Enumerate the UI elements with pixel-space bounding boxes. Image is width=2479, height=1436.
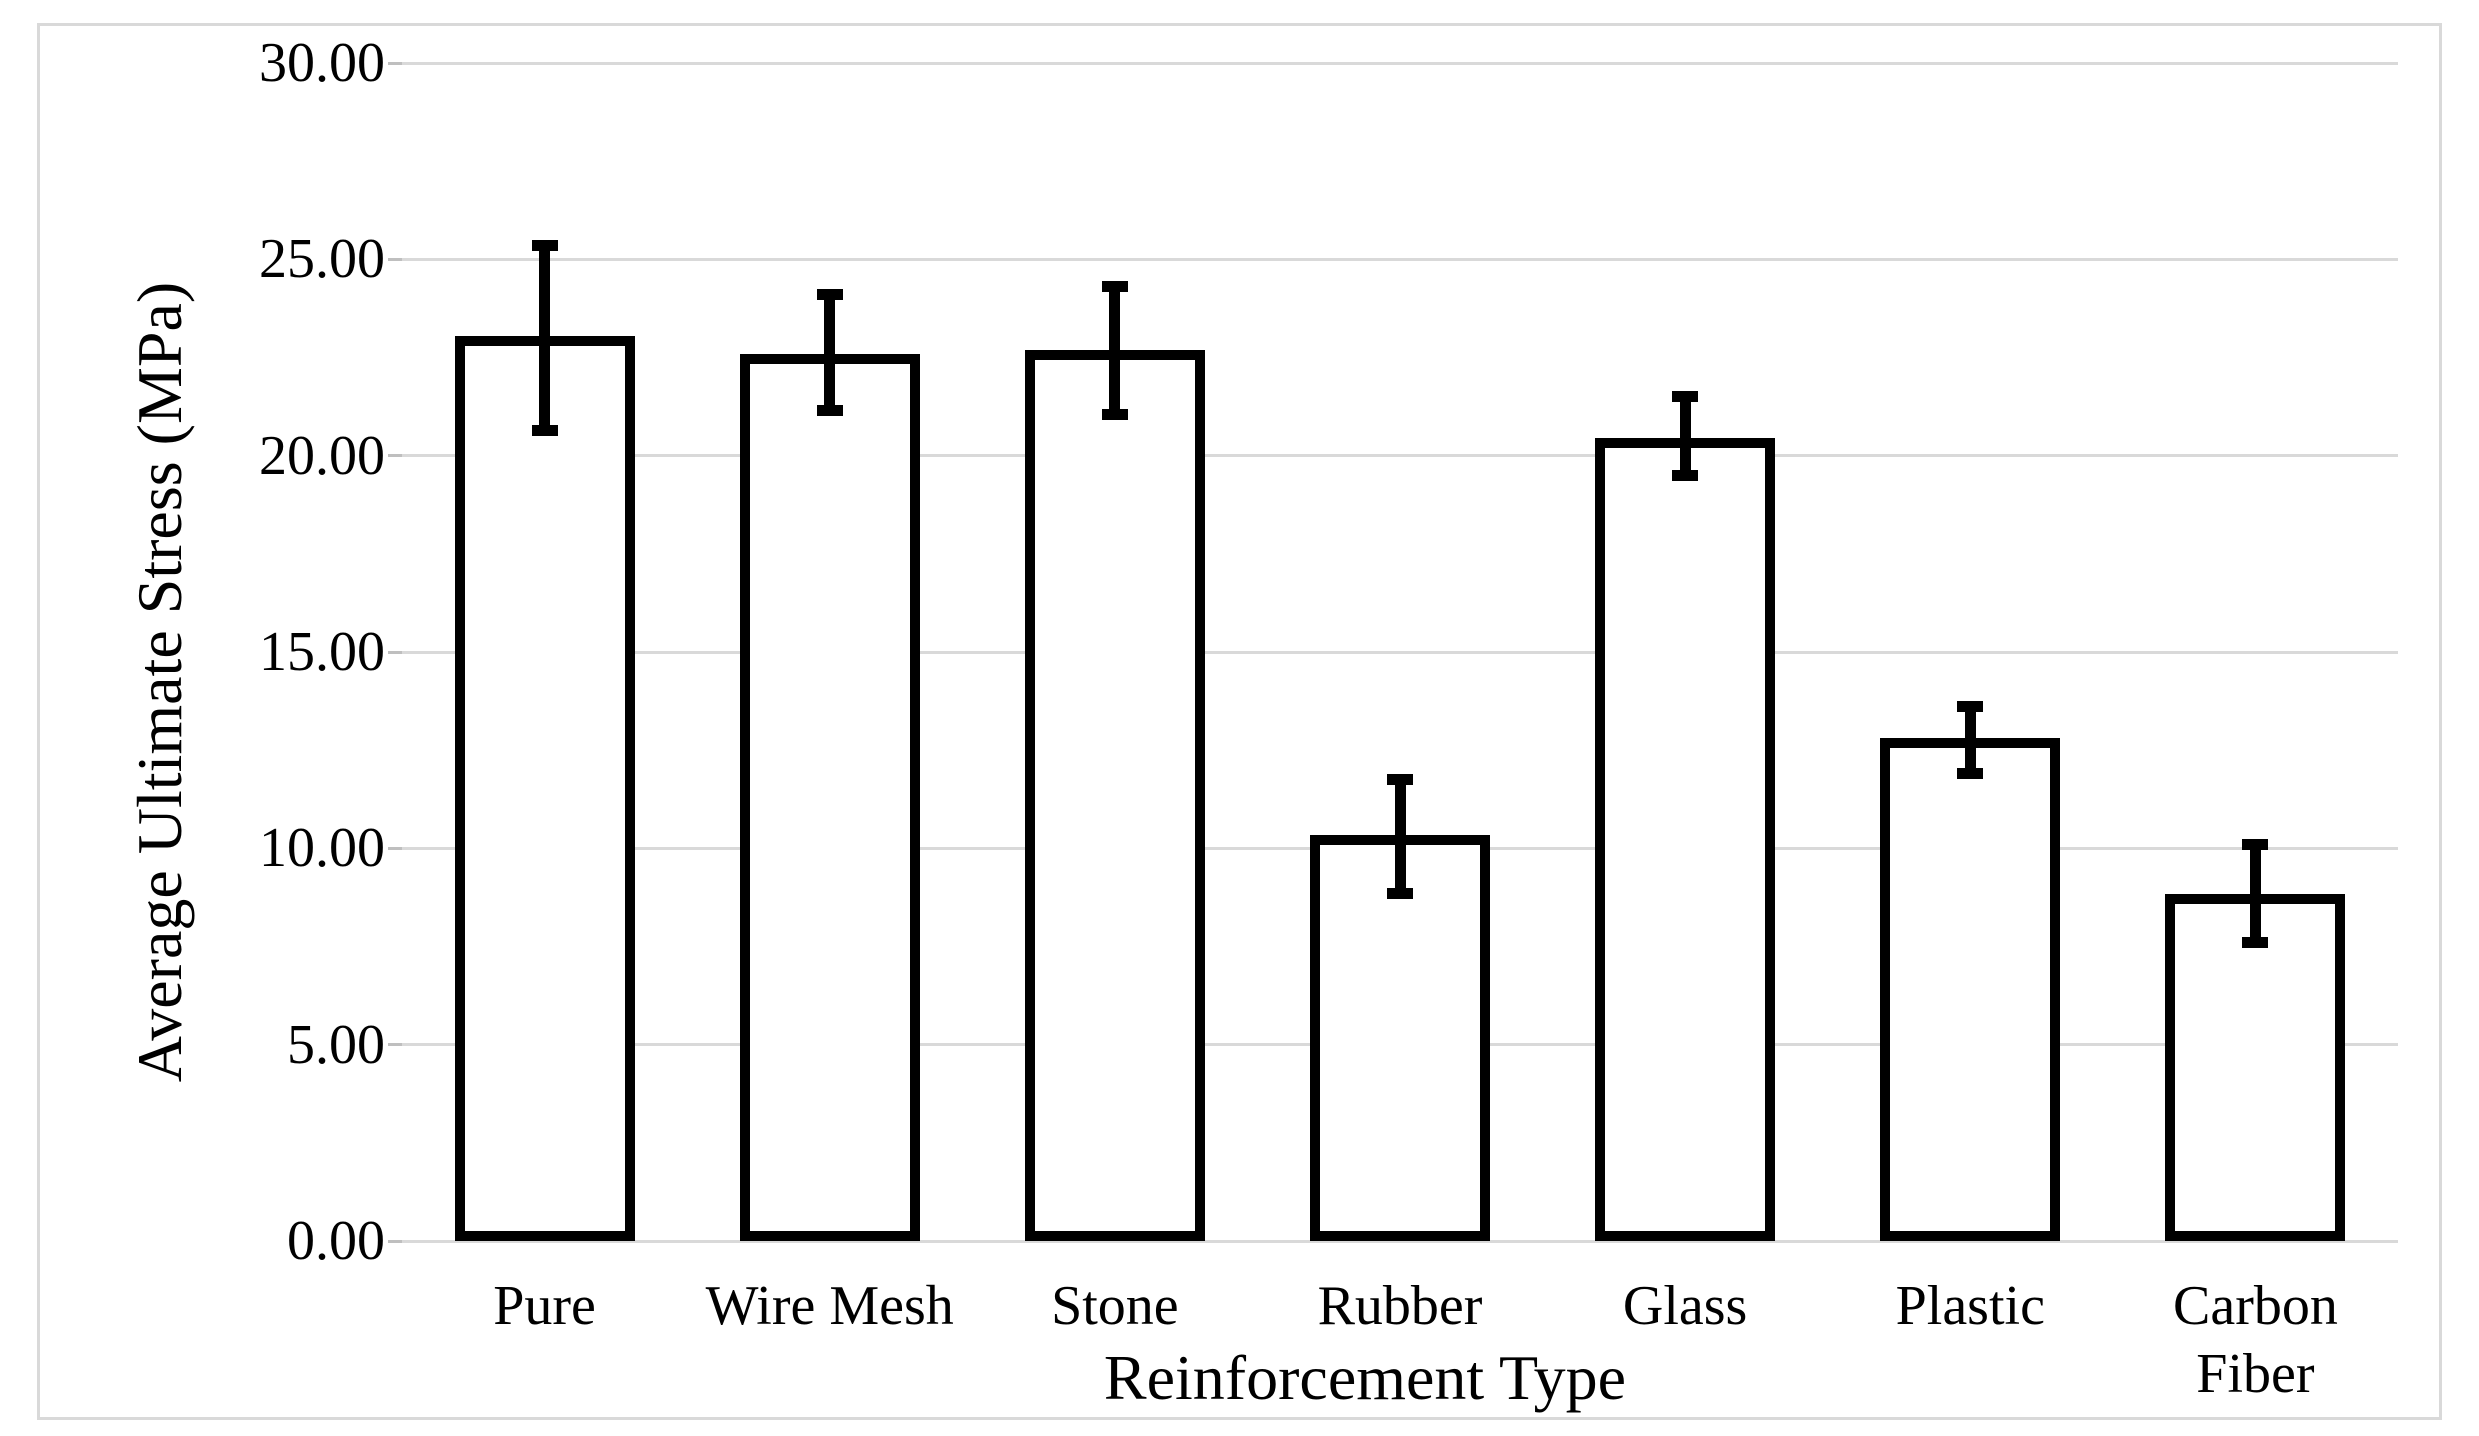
- error-bar-line: [2249, 844, 2261, 943]
- error-bar-cap-top: [531, 240, 558, 252]
- bar-rubber: [1310, 834, 1490, 1241]
- category-label-plastic: Plastic: [1895, 1275, 2045, 1337]
- error-bar-line: [1964, 706, 1976, 774]
- y-tick-label-0.00: 0.00: [287, 1210, 385, 1272]
- gridline-20.00: [402, 454, 2398, 458]
- error-bar-line: [1394, 779, 1406, 894]
- bar-plastic: [1880, 738, 2061, 1241]
- bar-glass: [1595, 438, 1776, 1241]
- error-bar-cap-top: [1101, 281, 1128, 293]
- error-bar-cap-top: [2242, 838, 2269, 850]
- error-bar-cap-bottom: [1101, 408, 1128, 420]
- error-bar-line: [1109, 286, 1121, 415]
- error-bar-cap-bottom: [1387, 888, 1413, 899]
- gridline-30.00: [402, 61, 2398, 65]
- category-label-rubber: Rubber: [1317, 1275, 1483, 1337]
- y-tick-label-10.00: 10.00: [259, 817, 385, 880]
- bar-stone: [1024, 349, 1205, 1241]
- y-axis-tick: [388, 846, 402, 850]
- y-tick-label-15.00: 15.00: [259, 621, 385, 683]
- error-bar-cap-top: [1387, 774, 1413, 786]
- x-axis-title: Reinforcement Type: [1103, 1342, 1627, 1413]
- bar-wire-mesh: [739, 353, 920, 1241]
- gridline-15.00: [402, 650, 2398, 654]
- y-tick-label-25.00: 25.00: [259, 228, 385, 291]
- y-tick-label-30.00: 30.00: [259, 32, 385, 94]
- bar-pure: [454, 335, 635, 1241]
- category-label-carbon-fiber: Carbon Fiber: [2172, 1275, 2338, 1405]
- y-tick-label-20.00: 20.00: [259, 424, 385, 487]
- error-bar-cap-top: [816, 289, 843, 301]
- gridline-0.00: [402, 1239, 2398, 1243]
- error-bar-cap-bottom: [1957, 768, 1984, 780]
- y-axis-tick: [388, 1043, 402, 1047]
- plot-area: [402, 61, 2398, 1243]
- error-bar-cap-bottom: [1672, 469, 1699, 481]
- error-bar-line: [539, 245, 551, 431]
- gridline-25.00: [402, 257, 2398, 261]
- error-bar-line: [824, 294, 836, 411]
- error-bar-cap-bottom: [816, 405, 843, 417]
- category-label-stone: Stone: [1051, 1275, 1179, 1337]
- error-bar-cap-bottom: [531, 424, 558, 436]
- category-label-wire-mesh: Wire Mesh: [705, 1275, 954, 1337]
- error-bar-line: [1679, 396, 1691, 476]
- error-bar-cap-bottom: [2242, 937, 2269, 949]
- category-label-glass: Glass: [1622, 1275, 1748, 1337]
- error-bar-cap-top: [1672, 391, 1699, 403]
- y-axis-tick: [388, 650, 402, 654]
- y-axis-title: Average Ultimate Stress (MPa): [124, 281, 195, 1083]
- y-axis-tick: [388, 454, 402, 458]
- y-axis-tick: [388, 257, 402, 261]
- category-label-pure: Pure: [493, 1275, 596, 1337]
- y-axis-tick: [388, 61, 402, 65]
- y-tick-label-5.00: 5.00: [287, 1013, 385, 1076]
- y-axis-tick: [388, 1239, 402, 1243]
- bar-carbon-fiber: [2165, 893, 2346, 1241]
- error-bar-cap-top: [1957, 701, 1984, 713]
